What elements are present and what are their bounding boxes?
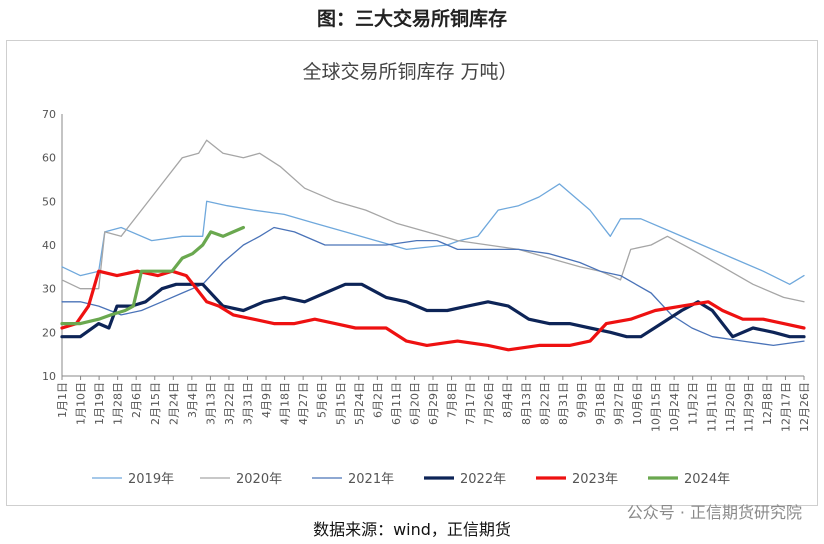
series-line-2020年 [61,139,805,303]
chart-title: 全球交易所铜库存 万吨） [302,61,517,83]
x-tick-label: 3月13日 [204,382,217,425]
x-tick-label: 8月13日 [520,382,533,425]
x-tick-label: 3月22日 [223,382,236,425]
x-tick-label: 1月19日 [93,382,106,425]
series-line-2023年 [60,269,806,352]
y-tick-label: 40 [42,239,56,252]
x-tick-label: 11月20日 [724,382,737,432]
legend-label: 2020年 [236,472,282,487]
x-tick-label: 11月29日 [742,382,755,432]
x-tick-label: 7月26日 [483,382,496,425]
x-tick-label: 4月9日 [260,382,273,418]
series-line-2024年 [60,225,245,326]
x-tick-label: 1月10日 [75,382,88,425]
x-tick-label: 12月17日 [779,382,792,432]
y-axis-ticks: 10 20 30 40 50 60 70 [42,108,56,383]
x-tick-label: 4月18日 [279,382,292,425]
legend-label: 2022年 [460,472,506,487]
y-tick-label: 50 [42,195,56,208]
legend: 2019年 2020年 2021年 2022年 2023年 2024年 [92,472,730,487]
legend-label: 2021年 [348,472,394,487]
x-tick-label: 6月2日 [371,382,384,418]
x-tick-label: 7月17日 [464,382,477,425]
legend-label: 2023年 [572,472,618,487]
x-tick-label: 3月31日 [242,382,255,425]
x-tick-label: 8月22日 [538,382,551,425]
x-tick-label: 9月18日 [594,382,607,425]
x-tick-label: 2月6日 [130,382,143,418]
x-tick-label: 2月24日 [167,382,180,425]
series-line-2022年 [60,282,806,339]
legend-label: 2019年 [128,472,174,487]
legend-label: 2024年 [684,472,730,487]
x-tick-label: 7月8日 [446,382,459,418]
y-tick-label: 60 [42,152,56,165]
x-tick-label: 8月31日 [557,382,570,425]
x-tick-label: 9月27日 [613,382,626,425]
x-tick-label: 11月2日 [687,382,700,425]
x-tick-label: 9月9日 [575,382,588,418]
x-tick-label: 10月15日 [650,382,663,432]
x-tick-label: 4月27日 [297,382,310,425]
y-tick-label: 30 [42,283,56,296]
x-axis-ticks: 1月1日 1月10日 1月19日 1月28日 2月6日 2月15日 2月24日 3月4日 3月1… [56,376,811,432]
series-line-2021年 [61,226,805,347]
series-lines [60,139,806,352]
x-tick-label: 5月24日 [353,382,366,425]
watermark-text: 公众号 · 正信期货研究院 [626,503,802,522]
x-tick-label: 10月6日 [631,382,644,425]
chart-frame [6,40,818,506]
x-tick-label: 12月8日 [761,382,774,425]
x-tick-label: 6月11日 [390,382,403,425]
y-tick-label: 70 [42,108,56,121]
x-tick-label: 5月6日 [316,382,329,418]
x-tick-label: 10月24日 [668,382,681,432]
x-tick-label: 11月11日 [705,382,718,432]
x-tick-label: 6月29日 [427,382,440,425]
y-tick-label: 20 [42,326,56,339]
x-tick-label: 12月26日 [798,382,811,432]
data-source-note: 数据来源：wind，正信期货 [313,520,511,539]
x-tick-label: 5月15日 [334,382,347,425]
x-tick-label: 3月4日 [186,382,199,418]
x-tick-label: 8月4日 [501,382,514,418]
y-tick-label: 10 [42,370,56,383]
x-tick-label: 2月15日 [149,382,162,425]
x-tick-label: 6月20日 [408,382,421,425]
header-title: 图：三大交易所铜库存 [316,8,507,30]
x-tick-label: 1月1日 [56,382,69,418]
x-tick-label: 1月28日 [112,382,125,425]
